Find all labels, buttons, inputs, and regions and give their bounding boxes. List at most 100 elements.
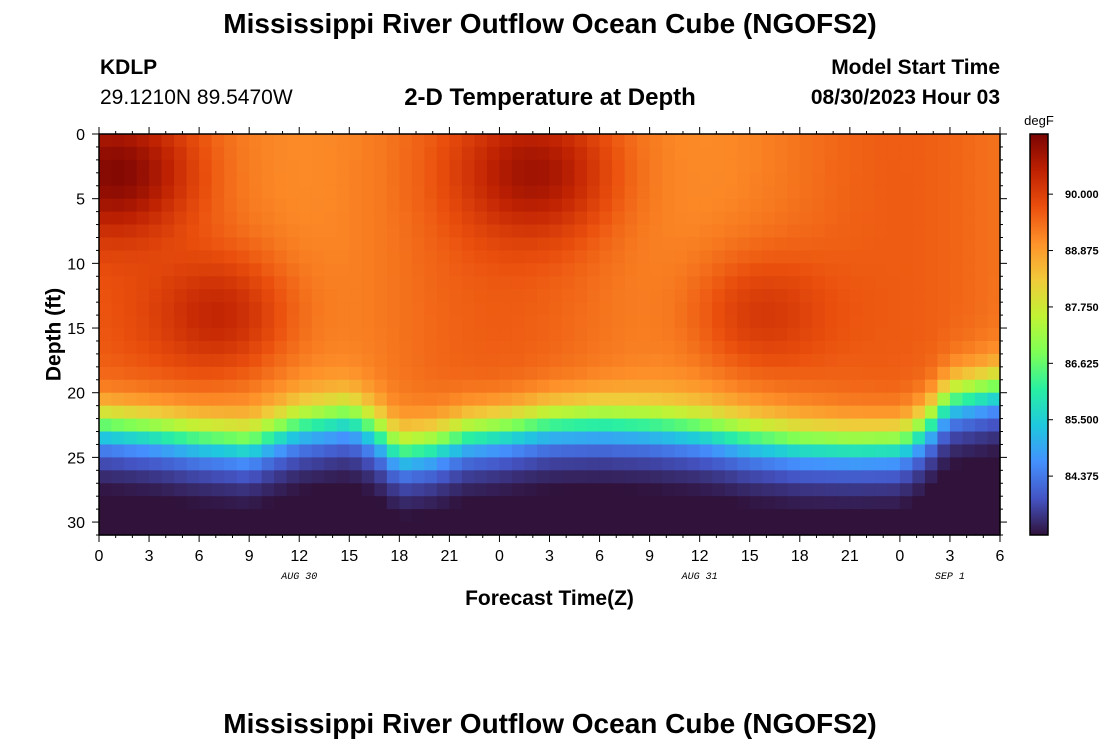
heatmap-cell bbox=[799, 211, 813, 226]
heatmap-cell bbox=[261, 431, 275, 446]
heatmap-cell bbox=[99, 366, 113, 381]
heatmap-cell bbox=[524, 509, 538, 523]
heatmap-cell bbox=[411, 509, 425, 523]
heatmap-cell bbox=[511, 392, 526, 407]
heatmap-cell bbox=[737, 405, 751, 420]
heatmap-cell bbox=[837, 198, 851, 213]
heatmap-cell bbox=[411, 211, 425, 226]
heatmap-cell bbox=[774, 289, 788, 303]
heatmap-cell bbox=[987, 418, 1001, 433]
heatmap-cell bbox=[424, 470, 438, 484]
heatmap-cell bbox=[261, 263, 275, 277]
heatmap-cell bbox=[311, 431, 325, 446]
heatmap-cell bbox=[449, 405, 463, 420]
heatmap-cell bbox=[587, 444, 601, 458]
heatmap-cell bbox=[699, 353, 713, 368]
heatmap-cell bbox=[924, 483, 939, 497]
heatmap-cell bbox=[324, 496, 338, 510]
heatmap-cell bbox=[974, 211, 989, 226]
heatmap-cell bbox=[937, 159, 951, 174]
heatmap-cell bbox=[687, 276, 701, 290]
heatmap-cell bbox=[111, 418, 125, 433]
heatmap-cell bbox=[499, 276, 513, 290]
heatmap-cell bbox=[599, 418, 613, 433]
heatmap-cell bbox=[612, 379, 626, 394]
heatmap-cell bbox=[637, 470, 651, 484]
date-labels: AUG 30 AUG 31 SEP 1 bbox=[280, 572, 965, 583]
colorbar-tick-label: 90.000 bbox=[1065, 189, 1099, 201]
heatmap-cell bbox=[549, 328, 563, 342]
heatmap-cell bbox=[749, 340, 763, 355]
heatmap-cell bbox=[99, 159, 113, 174]
heatmap-cell bbox=[474, 198, 488, 213]
heatmap-cell bbox=[612, 146, 626, 161]
x-tick-label: 0 bbox=[95, 548, 104, 565]
heatmap-cell bbox=[524, 315, 538, 329]
heatmap-cell bbox=[186, 185, 200, 200]
heatmap-cell bbox=[787, 250, 801, 264]
heatmap-cell bbox=[124, 289, 138, 303]
heatmap-cell bbox=[311, 366, 325, 381]
heatmap-cell bbox=[637, 444, 651, 458]
heatmap-cell bbox=[236, 328, 250, 342]
heatmap-cell bbox=[987, 509, 1001, 523]
heatmap-cell bbox=[587, 328, 601, 342]
heatmap-cell bbox=[787, 146, 801, 161]
heatmap-cell bbox=[787, 483, 801, 497]
heatmap-cell bbox=[899, 211, 913, 226]
heatmap-cell bbox=[812, 509, 826, 523]
heatmap-cell bbox=[474, 496, 488, 510]
heatmap-cell bbox=[574, 302, 588, 316]
heatmap-cell bbox=[674, 250, 688, 264]
heatmap-cell bbox=[912, 340, 926, 355]
heatmap-cell bbox=[311, 457, 325, 471]
heatmap-cell bbox=[624, 444, 638, 458]
heatmap-cell bbox=[286, 211, 300, 226]
heatmap-cell bbox=[524, 366, 538, 381]
heatmap-cell bbox=[699, 366, 713, 381]
heatmap-cell bbox=[674, 470, 688, 484]
heatmap-cell bbox=[562, 211, 576, 226]
heatmap-cell bbox=[562, 289, 576, 303]
heatmap-cell bbox=[486, 224, 501, 239]
heatmap-cell bbox=[624, 418, 638, 433]
heatmap-cell bbox=[962, 263, 976, 277]
heatmap-cell bbox=[349, 392, 363, 407]
heatmap-cell bbox=[511, 237, 526, 252]
heatmap-cell bbox=[924, 457, 939, 471]
heatmap-cell bbox=[899, 353, 913, 368]
heatmap-cell bbox=[824, 146, 838, 161]
heatmap-cell bbox=[449, 431, 463, 446]
heatmap-cell bbox=[411, 250, 425, 264]
heatmap-cell bbox=[249, 159, 263, 174]
heatmap-cell bbox=[649, 483, 663, 497]
heatmap-cell bbox=[336, 496, 350, 510]
heatmap-cell bbox=[837, 522, 851, 536]
heatmap-cell bbox=[912, 457, 926, 471]
heatmap-cell bbox=[824, 457, 838, 471]
heatmap-cell bbox=[812, 444, 826, 458]
heatmap-cell bbox=[399, 379, 413, 394]
heatmap-cell bbox=[149, 276, 163, 290]
heatmap-cell bbox=[549, 224, 563, 239]
heatmap-cell bbox=[549, 366, 563, 381]
heatmap-cell bbox=[461, 315, 476, 329]
heatmap-cell bbox=[974, 263, 989, 277]
heatmap-cell bbox=[874, 315, 888, 329]
heatmap-cell bbox=[261, 146, 275, 161]
heatmap-cell bbox=[236, 315, 250, 329]
heatmap-cell bbox=[812, 289, 826, 303]
heatmap-cell bbox=[211, 405, 225, 420]
heatmap-cell bbox=[424, 146, 438, 161]
heatmap-cell bbox=[536, 392, 551, 407]
heatmap-cell bbox=[249, 405, 263, 420]
heatmap-cell bbox=[774, 444, 788, 458]
heatmap-cell bbox=[887, 134, 901, 148]
heatmap-cell bbox=[124, 470, 138, 484]
heatmap-cell bbox=[411, 522, 425, 536]
heatmap-cell bbox=[499, 418, 513, 433]
heatmap-cell bbox=[837, 366, 851, 381]
heatmap-cell bbox=[987, 185, 1001, 200]
heatmap-cell bbox=[587, 418, 601, 433]
heatmap-cell bbox=[311, 496, 325, 510]
